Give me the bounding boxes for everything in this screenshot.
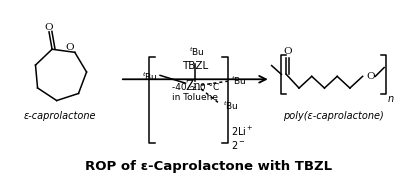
Text: $^t$Bu: $^t$Bu — [231, 75, 246, 87]
Text: $^t$Bu: $^t$Bu — [223, 99, 239, 112]
Text: O: O — [65, 43, 74, 52]
Text: 2$^-$: 2$^-$ — [231, 139, 246, 151]
Text: poly(ε-caprolactone): poly(ε-caprolactone) — [284, 111, 384, 121]
Text: Zn: Zn — [186, 80, 201, 93]
Text: O: O — [45, 23, 53, 32]
Text: in Toluene: in Toluene — [172, 93, 218, 102]
Text: $^t$Bu: $^t$Bu — [142, 70, 158, 83]
Text: O: O — [366, 72, 375, 81]
Text: 2Li$^+$: 2Li$^+$ — [231, 125, 254, 138]
Text: $^t$Bu: $^t$Bu — [189, 45, 205, 58]
Text: ROP of ε-Caprolactone with TBZL: ROP of ε-Caprolactone with TBZL — [85, 161, 332, 174]
Text: -40 ~ 0 °C: -40 ~ 0 °C — [172, 83, 219, 92]
Text: n: n — [388, 94, 394, 104]
Text: O: O — [283, 47, 291, 56]
Text: TBZL: TBZL — [182, 61, 208, 71]
Text: ε-caprolactone: ε-caprolactone — [24, 111, 96, 121]
